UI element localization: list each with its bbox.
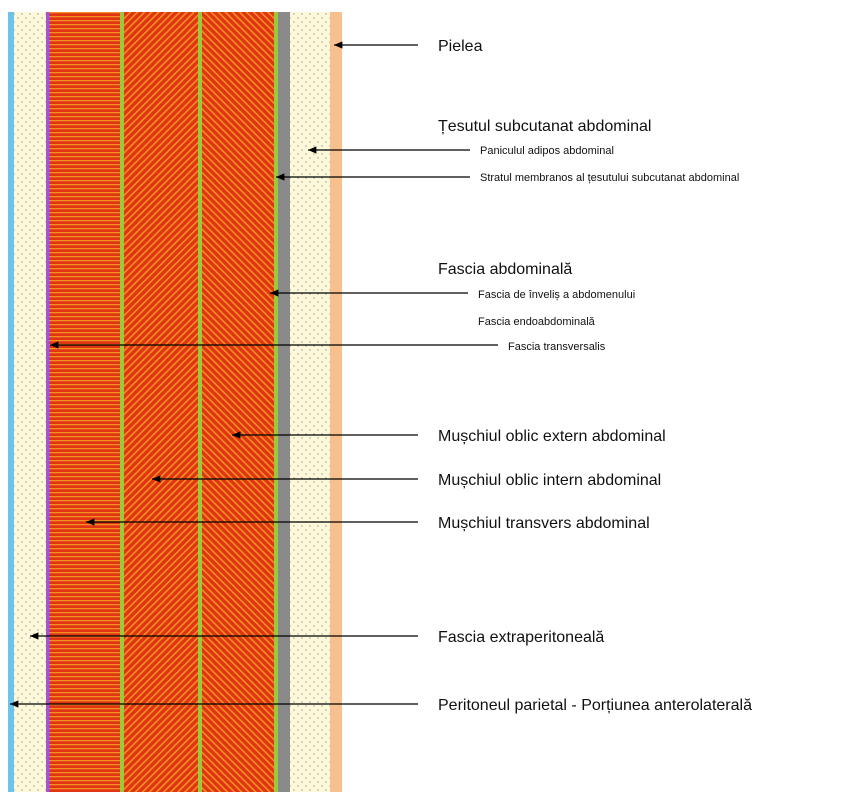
- labels: Pielea Țesutul subcutanat abdominal Pani…: [438, 38, 752, 714]
- heading: Țesutul subcutanat abdominal: [438, 118, 651, 135]
- label: Fascia endoabdominală: [478, 316, 596, 328]
- layers: [8, 12, 342, 792]
- label: Mușchiul oblic extern abdominal: [438, 428, 666, 445]
- label: Fascia de înveliș a abdomenului: [478, 289, 635, 301]
- diagram: Pielea Țesutul subcutanat abdominal Pani…: [0, 0, 849, 792]
- label: Fascia extraperitoneală: [438, 629, 604, 646]
- label: Mușchiul oblic intern abdominal: [438, 472, 661, 489]
- label: Mușchiul transvers abdominal: [438, 515, 650, 532]
- label: Fascia transversalis: [508, 341, 606, 353]
- label: Paniculul adipos abdominal: [480, 145, 614, 157]
- label: Stratul membranos al țesutului subcutana…: [480, 172, 739, 184]
- label: Pielea: [438, 38, 483, 55]
- heading: Fascia abdominală: [438, 261, 572, 278]
- label: Peritoneul parietal - Porțiunea anterola…: [438, 697, 752, 714]
